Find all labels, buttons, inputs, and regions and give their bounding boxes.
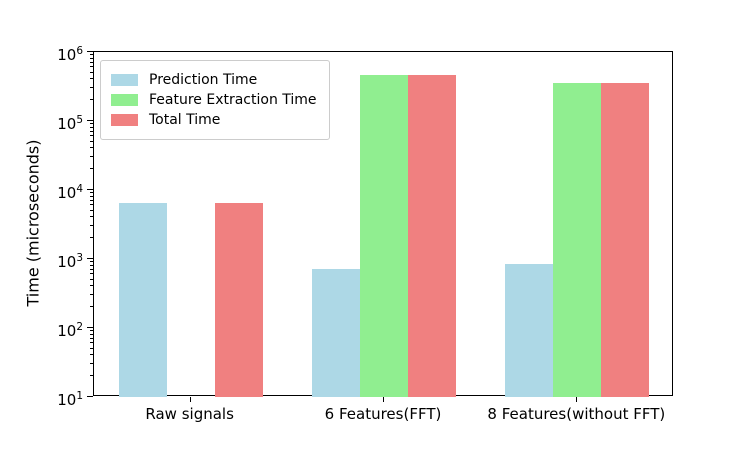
y-tick xyxy=(87,396,93,398)
bar xyxy=(408,74,456,397)
y-minor-tick xyxy=(90,342,93,344)
y-tick-label: 103 xyxy=(57,252,83,271)
y-minor-tick xyxy=(90,156,93,158)
y-minor-tick xyxy=(90,237,93,239)
y-minor-tick xyxy=(90,199,93,201)
y-tick xyxy=(87,258,93,260)
legend-swatch xyxy=(111,74,138,86)
y-tick xyxy=(87,189,93,191)
y-minor-tick xyxy=(90,216,93,218)
y-minor-tick xyxy=(90,130,93,132)
y-minor-tick xyxy=(90,337,93,339)
y-minor-tick xyxy=(90,278,93,280)
y-minor-tick xyxy=(90,87,93,89)
y-minor-tick xyxy=(90,363,93,365)
y-minor-tick xyxy=(90,209,93,211)
y-minor-tick xyxy=(90,168,93,170)
y-axis-label: Time (microseconds) xyxy=(23,139,43,307)
legend-item: Prediction Time xyxy=(111,72,317,88)
y-minor-tick xyxy=(90,333,93,335)
x-tick xyxy=(383,397,384,402)
y-minor-tick xyxy=(90,306,93,308)
y-tick xyxy=(87,327,93,329)
y-minor-tick xyxy=(90,78,93,80)
bar xyxy=(553,83,602,397)
legend-label: Feature Extraction Time xyxy=(149,92,317,108)
y-minor-tick xyxy=(90,204,93,206)
y-minor-tick xyxy=(90,375,93,377)
y-minor-tick xyxy=(90,135,93,137)
legend-swatch xyxy=(111,114,138,126)
x-tick-label: 6 Features(FFT) xyxy=(324,405,442,423)
y-tick-label: 105 xyxy=(57,114,83,133)
y-tick xyxy=(87,120,93,122)
plot-area xyxy=(93,51,673,397)
legend-swatch xyxy=(111,94,138,106)
bar xyxy=(601,83,650,397)
y-minor-tick xyxy=(90,61,93,63)
y-minor-tick xyxy=(90,294,93,296)
y-minor-tick xyxy=(90,126,93,128)
y-minor-tick xyxy=(90,354,93,356)
y-minor-tick xyxy=(90,147,93,149)
y-minor-tick xyxy=(90,268,93,270)
x-tick-label: 8 Features(without FFT) xyxy=(487,405,666,423)
y-tick-label: 106 xyxy=(57,45,83,64)
y-tick-label: 102 xyxy=(57,321,83,340)
y-minor-tick xyxy=(90,57,93,59)
y-minor-tick xyxy=(90,285,93,287)
legend-label: Prediction Time xyxy=(149,72,258,88)
bar xyxy=(360,74,408,397)
y-minor-tick xyxy=(90,66,93,68)
bar xyxy=(505,263,554,397)
y-minor-tick xyxy=(90,225,93,227)
y-minor-tick xyxy=(90,192,93,194)
y-tick-label: 101 xyxy=(57,390,83,409)
bar xyxy=(214,202,263,397)
y-minor-tick xyxy=(90,330,93,332)
y-minor-tick xyxy=(90,347,93,349)
legend-item: Feature Extraction Time xyxy=(111,92,317,108)
bar xyxy=(118,202,167,397)
y-minor-tick xyxy=(90,273,93,275)
y-minor-tick xyxy=(90,195,93,197)
y-minor-tick xyxy=(90,99,93,101)
y-minor-tick xyxy=(90,54,93,56)
bar xyxy=(312,268,360,397)
y-minor-tick xyxy=(90,71,93,73)
y-minor-tick xyxy=(90,140,93,142)
y-minor-tick xyxy=(90,123,93,125)
y-minor-tick xyxy=(90,261,93,263)
x-tick xyxy=(189,397,191,402)
legend-label: Total Time xyxy=(149,112,221,128)
x-tick xyxy=(576,397,578,402)
x-tick-label: Raw signals xyxy=(145,405,234,423)
y-tick xyxy=(87,51,93,53)
legend: Prediction Time Feature Extraction Time To… xyxy=(100,60,330,140)
y-minor-tick xyxy=(90,264,93,266)
y-tick-label: 104 xyxy=(57,183,83,202)
legend-item: Total Time xyxy=(111,112,317,128)
